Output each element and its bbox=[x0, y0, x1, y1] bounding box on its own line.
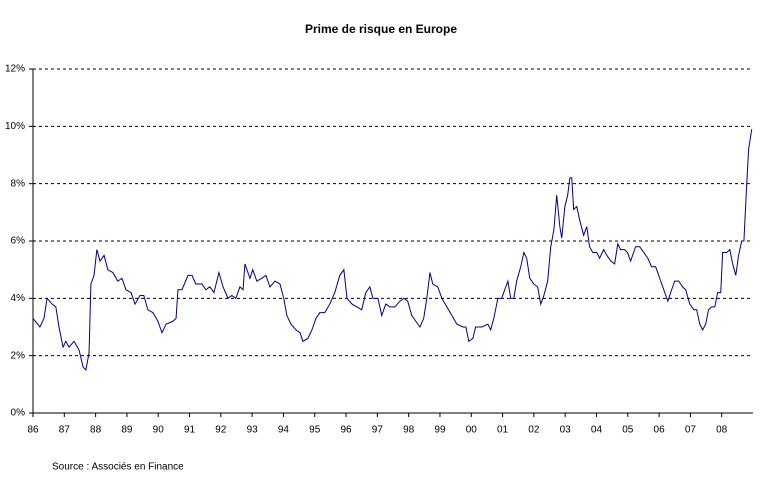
x-tick-label: 87 bbox=[59, 425, 71, 436]
x-tick-label: 06 bbox=[654, 425, 666, 436]
x-tick-label: 90 bbox=[153, 425, 165, 436]
x-tick-label: 02 bbox=[528, 425, 540, 436]
x-tick-label: 00 bbox=[466, 425, 478, 436]
y-tick-label: 8% bbox=[11, 178, 26, 189]
x-tick-label: 01 bbox=[497, 425, 509, 436]
x-tick-label: 95 bbox=[309, 425, 321, 436]
y-tick-label: 2% bbox=[11, 350, 26, 361]
x-tick-label: 03 bbox=[560, 425, 572, 436]
source-note: Source : Associés en Finance bbox=[52, 462, 184, 473]
x-tick-label: 05 bbox=[622, 425, 634, 436]
x-tick-label: 04 bbox=[591, 425, 603, 436]
y-tick-label: 12% bbox=[5, 64, 25, 75]
x-tick-label: 08 bbox=[716, 425, 728, 436]
y-tick-label: 6% bbox=[11, 236, 26, 247]
y-tick-label: 0% bbox=[11, 408, 26, 419]
chart-title: Prime de risque en Europe bbox=[305, 22, 457, 36]
x-tick-label: 91 bbox=[184, 425, 196, 436]
x-tick-label: 92 bbox=[215, 425, 227, 436]
x-tick-label: 99 bbox=[434, 425, 446, 436]
x-tick-label: 07 bbox=[685, 425, 697, 436]
x-tick-label: 88 bbox=[90, 425, 102, 436]
data-line bbox=[32, 129, 753, 372]
x-tick-label: 98 bbox=[403, 425, 415, 436]
x-tick-label: 86 bbox=[27, 425, 39, 436]
x-tick-label: 97 bbox=[372, 425, 384, 436]
x-tick-label: 93 bbox=[247, 425, 259, 436]
x-tick-label: 96 bbox=[340, 425, 352, 436]
x-tick-label: 94 bbox=[278, 425, 290, 436]
x-tick-label: 89 bbox=[121, 425, 133, 436]
y-tick-label: 10% bbox=[5, 121, 25, 132]
y-tick-label: 4% bbox=[11, 293, 26, 304]
